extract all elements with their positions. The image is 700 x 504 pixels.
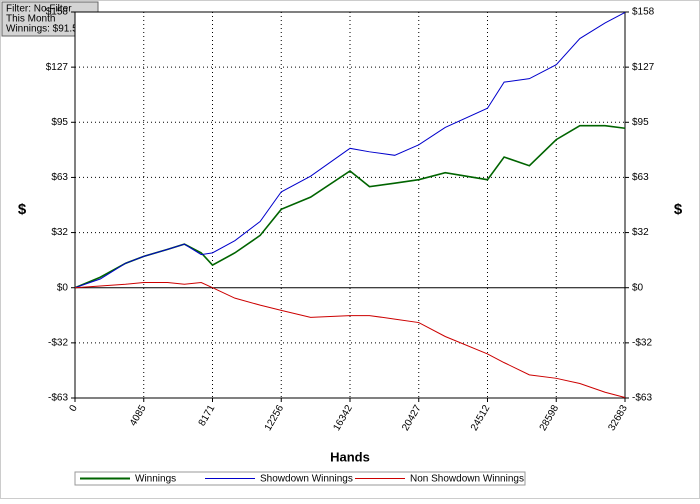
y2-tick-label: $127 xyxy=(632,62,655,73)
filter-text: Filter: No Filter xyxy=(6,4,72,15)
y2-tick-label: $32 xyxy=(632,227,649,238)
series-line xyxy=(74,281,626,398)
y2-axis-label: $ xyxy=(674,201,683,218)
y2-tick-label: $63 xyxy=(632,172,649,183)
y2-tick-label: $0 xyxy=(632,282,644,293)
legend xyxy=(74,471,526,486)
y-tick-label: $127 xyxy=(46,62,69,73)
y2-tick-label: -$32 xyxy=(632,337,652,348)
y-tick-label: $0 xyxy=(57,282,69,293)
legend-label: Showdown Winnings xyxy=(260,474,353,485)
filter-text: Winnings: $91.52 xyxy=(6,24,84,35)
series-line xyxy=(74,11,626,289)
legend-label: Non Showdown Winnings xyxy=(410,474,524,485)
y-tick-label: -$63 xyxy=(48,393,68,404)
legend-label: Winnings xyxy=(135,474,176,485)
x-axis-label: Hands xyxy=(330,449,370,464)
y-tick-label: $158 xyxy=(46,7,69,18)
y2-tick-label: -$63 xyxy=(632,393,652,404)
y2-tick-label: $95 xyxy=(632,117,649,128)
y-tick-label: $63 xyxy=(51,172,68,183)
y-axis-label: $ xyxy=(18,201,27,218)
y-tick-label: $95 xyxy=(51,117,68,128)
x-tick-label: 0 xyxy=(68,403,81,414)
y-tick-label: -$32 xyxy=(48,337,68,348)
filter-text: This Month xyxy=(6,14,55,25)
y2-tick-label: $158 xyxy=(632,7,655,18)
y-tick-label: $32 xyxy=(51,227,68,238)
